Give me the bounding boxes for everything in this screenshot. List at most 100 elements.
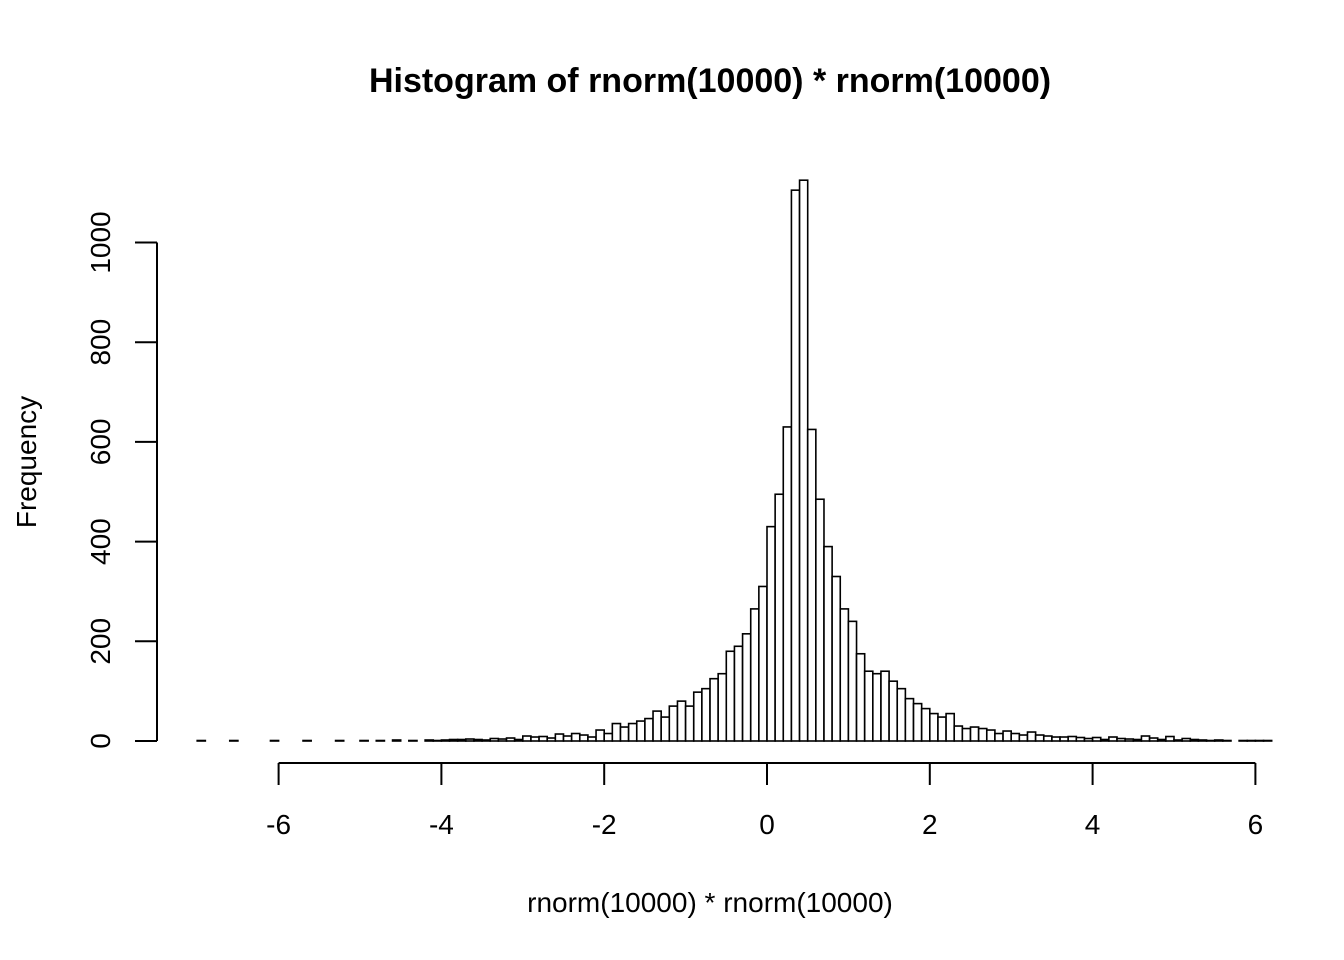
histogram-bar bbox=[489, 737, 500, 742]
histogram-bar bbox=[448, 738, 459, 742]
histogram-bar bbox=[1059, 736, 1069, 742]
histogram-bar bbox=[228, 739, 239, 742]
histogram-bars bbox=[196, 179, 1273, 742]
histogram-bar bbox=[806, 428, 817, 742]
histogram-bar bbox=[1222, 739, 1232, 742]
histogram-bar bbox=[1246, 739, 1257, 742]
histogram-bar bbox=[945, 712, 956, 742]
histogram-bar bbox=[741, 633, 752, 742]
histogram-bar bbox=[1010, 732, 1021, 742]
histogram-bar bbox=[1132, 738, 1143, 742]
histogram-bar bbox=[839, 608, 850, 742]
histogram-bar bbox=[497, 738, 508, 742]
histogram-bar bbox=[1034, 734, 1045, 742]
histogram-bar bbox=[668, 705, 679, 742]
histogram-bar bbox=[1075, 736, 1086, 742]
histogram-bar bbox=[815, 498, 825, 742]
histogram-bar bbox=[1262, 739, 1273, 742]
histogram-bar bbox=[904, 697, 915, 742]
histogram-bar bbox=[994, 732, 1004, 742]
histogram-bar bbox=[587, 736, 597, 742]
histogram-bar bbox=[538, 735, 549, 742]
x-tick-label: 4 bbox=[1085, 809, 1101, 840]
histogram-bar bbox=[709, 677, 719, 742]
histogram-bar bbox=[359, 739, 369, 742]
histogram-bar bbox=[603, 732, 614, 742]
histogram-bar bbox=[1026, 731, 1037, 742]
histogram-bar bbox=[855, 652, 866, 742]
histogram-bar bbox=[790, 189, 801, 742]
histogram-bar bbox=[912, 702, 923, 742]
histogram-bar bbox=[391, 739, 402, 742]
histogram-bar bbox=[880, 670, 890, 742]
histogram-bar bbox=[969, 726, 980, 742]
histogram-bar bbox=[1091, 736, 1102, 742]
histogram-bar bbox=[1238, 739, 1249, 742]
histogram-bar bbox=[521, 735, 532, 742]
histogram-bar bbox=[872, 672, 882, 742]
histogram-bar bbox=[1165, 735, 1175, 742]
histogram-bar bbox=[961, 727, 972, 742]
histogram-bar bbox=[733, 645, 744, 742]
histogram-bar bbox=[570, 732, 581, 742]
histogram-bar bbox=[863, 670, 874, 742]
histogram-bar bbox=[1051, 736, 1061, 742]
histogram-bar bbox=[766, 525, 776, 742]
histogram-bar bbox=[1189, 738, 1200, 742]
histogram-bar bbox=[652, 710, 662, 742]
y-tick-label: 1000 bbox=[85, 211, 116, 273]
histogram-bar bbox=[717, 672, 728, 742]
histogram-bar bbox=[595, 729, 605, 742]
x-tick-label: -4 bbox=[429, 809, 454, 840]
x-tick-label: 2 bbox=[922, 809, 938, 840]
y-axis-label: Frequency bbox=[11, 396, 42, 528]
x-axis: -6 -4 -2 0 2 4 6 bbox=[266, 762, 1264, 840]
x-tick-label: -2 bbox=[592, 809, 617, 840]
histogram-bar bbox=[1018, 734, 1029, 742]
histogram-bar bbox=[1173, 739, 1183, 742]
histogram-bar bbox=[1002, 730, 1012, 742]
x-axis-label: rnorm(10000) * rnorm(10000) bbox=[527, 887, 893, 918]
histogram-bar bbox=[660, 716, 671, 742]
histogram-bar bbox=[408, 739, 418, 742]
histogram-bar bbox=[424, 739, 435, 742]
x-tick-label: 0 bbox=[759, 809, 775, 840]
histogram-bar bbox=[684, 705, 695, 742]
histogram-bar bbox=[619, 726, 630, 742]
histogram-bar bbox=[513, 738, 524, 742]
histogram-bar bbox=[937, 716, 947, 742]
histogram-bar bbox=[1197, 739, 1208, 742]
histogram-bar bbox=[896, 687, 907, 742]
histogram-bar bbox=[758, 585, 768, 742]
histogram-bar bbox=[985, 729, 996, 742]
histogram-bar bbox=[1099, 738, 1110, 742]
histogram-bar bbox=[627, 722, 638, 742]
histogram-bar bbox=[823, 545, 833, 742]
histogram-bar bbox=[676, 700, 687, 742]
chart-title: Histogram of rnorm(10000) * rnorm(10000) bbox=[369, 62, 1051, 100]
histogram-bar bbox=[1181, 737, 1192, 742]
histogram-bar bbox=[1042, 735, 1053, 742]
histogram-bar bbox=[1148, 737, 1159, 742]
histogram-bar bbox=[505, 737, 516, 742]
histogram-bar bbox=[1205, 739, 1216, 742]
x-tick-label: 6 bbox=[1248, 809, 1264, 840]
histogram-bar bbox=[1124, 738, 1135, 742]
histogram-bar bbox=[1116, 737, 1126, 742]
y-tick-label: 400 bbox=[85, 518, 116, 565]
histogram-bar bbox=[1213, 739, 1224, 742]
histogram-bar bbox=[481, 739, 492, 742]
histogram-bar bbox=[611, 722, 622, 742]
y-tick-label: 600 bbox=[85, 419, 116, 466]
histogram-bar bbox=[473, 738, 483, 742]
histogram-bar bbox=[546, 737, 557, 742]
histogram-bar bbox=[888, 680, 899, 742]
histogram-bar bbox=[1140, 735, 1151, 742]
histogram-bar bbox=[578, 734, 589, 742]
histogram-bar bbox=[456, 738, 467, 742]
histogram-bar bbox=[635, 720, 646, 742]
histogram-bar bbox=[530, 736, 540, 742]
y-axis: 0 200 400 600 800 1000 bbox=[85, 211, 158, 749]
histogram-bar bbox=[1254, 739, 1265, 742]
